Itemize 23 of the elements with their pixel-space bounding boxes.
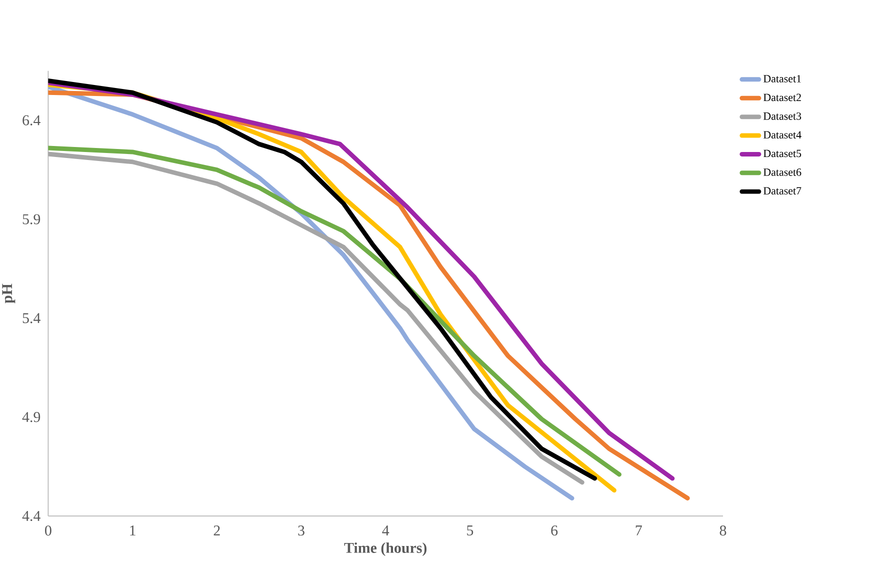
x-tick-label: 2 — [214, 526, 220, 536]
x-tick-label: 1 — [130, 526, 136, 536]
x-axis-title: Time (hours) — [344, 542, 427, 556]
legend-label: Dataset1 — [763, 75, 801, 82]
legend-label: Dataset3 — [763, 112, 802, 120]
y-tick-label: 4.9 — [22, 412, 40, 422]
x-tick-label: 6 — [551, 526, 558, 536]
legend-label: Dataset6 — [763, 168, 802, 176]
y-tick-label: 5.9 — [22, 214, 40, 224]
legend-label: Dataset4 — [763, 131, 802, 139]
x-tick-label: 0 — [45, 526, 52, 536]
y-tick-label: 4.4 — [22, 511, 40, 522]
y-tick-label: 5.4 — [22, 313, 40, 324]
x-tick-label: 8 — [720, 526, 726, 536]
x-tick-label: 4 — [382, 526, 390, 536]
legend-label: Dataset5 — [763, 150, 802, 158]
y-axis-title: pH — [2, 284, 16, 304]
legend-label: Dataset2 — [763, 94, 801, 102]
x-tick-label: 3 — [298, 526, 304, 536]
legend-label: Dataset7 — [763, 187, 802, 195]
y-tick-label: 6.4 — [22, 115, 40, 126]
x-tick-label: 7 — [636, 526, 642, 536]
x-tick-label: 5 — [467, 526, 474, 536]
